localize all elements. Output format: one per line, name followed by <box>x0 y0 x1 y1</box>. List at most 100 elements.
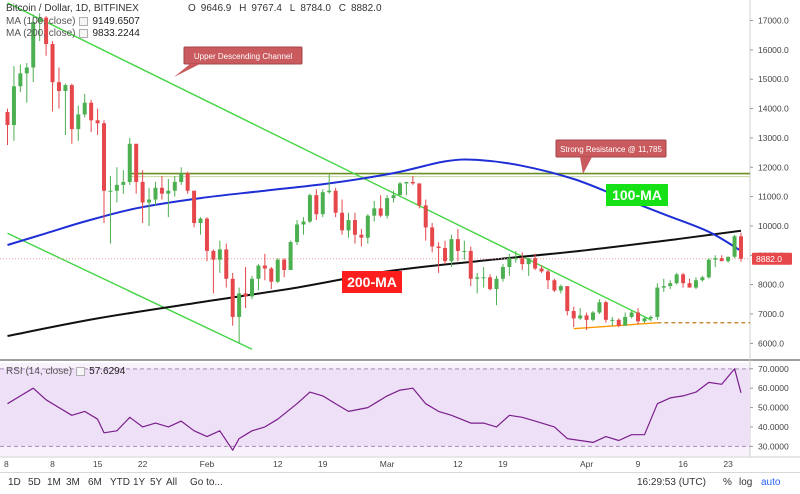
price-chart[interactable]: 6000.07000.08000.09000.010000.011000.012… <box>0 0 800 472</box>
candle-body <box>24 67 29 74</box>
range-5d-button[interactable]: 5D <box>28 477 41 488</box>
candle <box>674 272 679 285</box>
rsi-tick-label: 70.0000 <box>758 364 789 374</box>
clock-readout: 16:29:53 (UTC) <box>637 477 706 488</box>
candle <box>217 240 222 273</box>
legend-rsi-value: 57.6294 <box>89 366 126 377</box>
rsi-tick-label: 50.0000 <box>758 403 789 413</box>
time-tick-label: 19 <box>318 459 328 469</box>
range-1d-button[interactable]: 1D <box>8 477 21 488</box>
candle-body <box>250 278 254 297</box>
range-6m-button[interactable]: 6M <box>88 477 102 488</box>
visibility-toggle-icon[interactable] <box>79 29 89 38</box>
candle-body <box>89 102 94 121</box>
log-toggle[interactable]: log <box>739 477 753 488</box>
candle <box>333 187 338 218</box>
candle-body <box>352 220 357 235</box>
candle-body <box>340 212 345 231</box>
percent-toggle[interactable]: % <box>723 477 732 488</box>
candle-body <box>114 184 119 191</box>
time-tick-label: 9 <box>636 459 641 469</box>
rsi-axis: 30.0000 40.0000 50.0000 60.0000 70.0000 <box>750 364 789 451</box>
candle-body <box>134 143 139 182</box>
range-all-button[interactable]: All <box>166 477 178 488</box>
candle-body <box>462 250 467 252</box>
legend-ma200-value: 9833.2244 <box>92 28 140 39</box>
time-tick-label: 12 <box>273 459 283 469</box>
candle-body <box>179 173 184 182</box>
visibility-toggle-icon[interactable] <box>76 367 86 376</box>
candle-body <box>513 258 518 260</box>
candle-body <box>108 190 113 192</box>
candle <box>423 199 428 241</box>
candle <box>545 269 550 290</box>
candle-body <box>545 271 550 281</box>
candle <box>668 280 673 290</box>
candle <box>237 287 242 344</box>
candle <box>739 232 743 262</box>
candle-body <box>76 114 81 130</box>
candle <box>687 278 692 288</box>
ma100-tag: 100-MA <box>606 184 668 206</box>
candle-body <box>558 286 563 291</box>
candle <box>597 299 602 314</box>
candle-body <box>378 208 383 216</box>
candle-body <box>50 44 55 83</box>
range-ytd-button[interactable]: YTD <box>110 477 130 488</box>
close-label: C <box>338 3 346 14</box>
price-tick-label: 13000.0 <box>758 133 789 143</box>
candle-body <box>31 22 36 68</box>
candle <box>262 253 267 281</box>
time-tick-label-start: 8 <box>4 459 9 469</box>
range-1m-button[interactable]: 1M <box>47 477 61 488</box>
candle-body <box>37 17 42 23</box>
legend-ma200-label: MA (200, close) <box>6 28 76 39</box>
candle-body <box>56 82 61 91</box>
candle-body <box>726 256 731 262</box>
candle <box>706 258 711 279</box>
candle-body <box>11 86 16 126</box>
price-tick-label: 8000.0 <box>758 280 784 290</box>
candle <box>314 189 319 221</box>
candle <box>443 240 448 265</box>
range-5y-button[interactable]: 5Y <box>150 477 163 488</box>
candle-body <box>391 195 396 199</box>
candle-body <box>18 73 23 87</box>
candle <box>153 181 158 206</box>
candle <box>475 272 480 294</box>
candle-body <box>359 234 364 238</box>
goto-button[interactable]: Go to... <box>190 477 223 488</box>
candle <box>147 187 152 226</box>
callout-text: Upper Descending Channel <box>194 52 293 61</box>
range-3m-button[interactable]: 3M <box>66 477 80 488</box>
candle <box>372 201 377 222</box>
candle <box>558 284 563 294</box>
candle <box>481 267 486 288</box>
legend-rsi[interactable]: RSI (14, close) 57.6294 <box>6 366 125 377</box>
candle <box>430 223 435 253</box>
legend-ma100[interactable]: MA (100, close) 9149.6507 <box>6 16 140 27</box>
candle-body <box>147 199 152 203</box>
candle-body <box>636 312 641 322</box>
candle <box>365 214 370 244</box>
candle <box>693 277 698 290</box>
range-1y-button[interactable]: 1Y <box>133 477 146 488</box>
auto-toggle[interactable]: auto <box>761 477 781 488</box>
candle <box>166 179 171 218</box>
candle-body <box>500 267 505 279</box>
candle-body <box>275 259 280 282</box>
candle <box>5 108 10 145</box>
price-tick-label: 11000.0 <box>758 192 788 202</box>
symbol-title-text: Bitcoin / Dollar, 1D, BITFINEX <box>6 3 139 14</box>
candle <box>102 120 107 224</box>
candle-body <box>410 181 415 184</box>
rsi-tick-label: 60.0000 <box>758 383 789 393</box>
legend-ma200[interactable]: MA (200, close) 9833.2244 <box>6 28 140 39</box>
visibility-toggle-icon[interactable] <box>79 17 89 26</box>
candle-body <box>159 187 164 194</box>
callout-box <box>183 46 303 65</box>
candle <box>352 212 357 244</box>
candle-body <box>674 274 679 284</box>
candle-body <box>282 259 287 270</box>
candle <box>82 93 87 118</box>
